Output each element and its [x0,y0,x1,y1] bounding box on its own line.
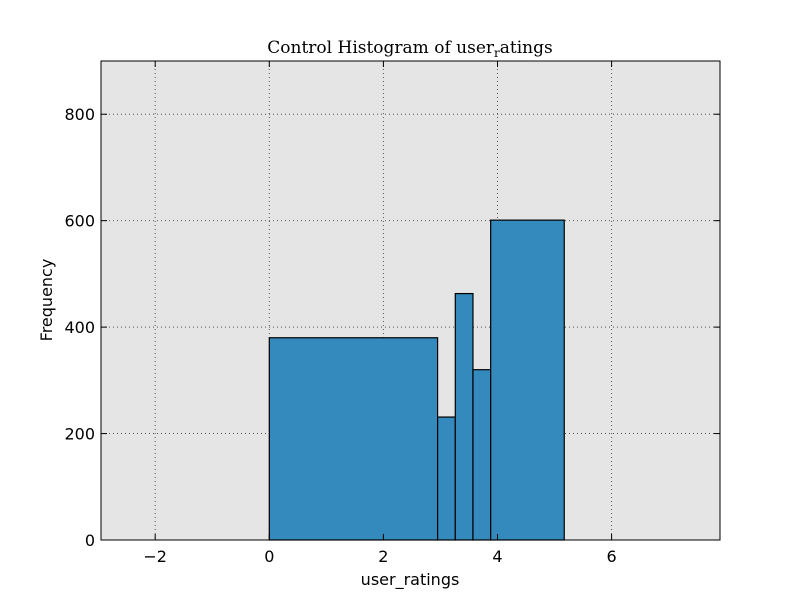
y-tick-label: 400 [64,318,95,337]
histogram-bar [490,219,565,541]
y-tick-label: 600 [64,212,95,231]
chart-title-suffix: atings [500,38,553,58]
histogram-bar [268,337,439,541]
histogram-bar [454,292,474,541]
histogram-bar [472,369,492,541]
ticks: −2 0 2 4 6 0 200 400 600 800 [64,61,720,566]
y-tick-label: 800 [64,105,95,124]
x-tick-label: 6 [607,547,617,566]
x-tick-label: 2 [378,547,388,566]
chart-title-subscript: r [494,46,500,60]
chart-title: Control Histogram of userratings [267,38,552,60]
y-tick-label: 0 [85,531,95,550]
y-axis-label: Frequency [37,259,56,342]
x-tick-label: 0 [264,547,274,566]
x-tick-label: −2 [143,547,167,566]
x-tick-label: 4 [492,547,502,566]
histogram-bar [436,416,456,541]
x-axis-label: user_ratings [361,570,460,590]
plot-frame [100,60,721,541]
y-tick-label: 200 [64,425,95,444]
bars [268,219,565,541]
